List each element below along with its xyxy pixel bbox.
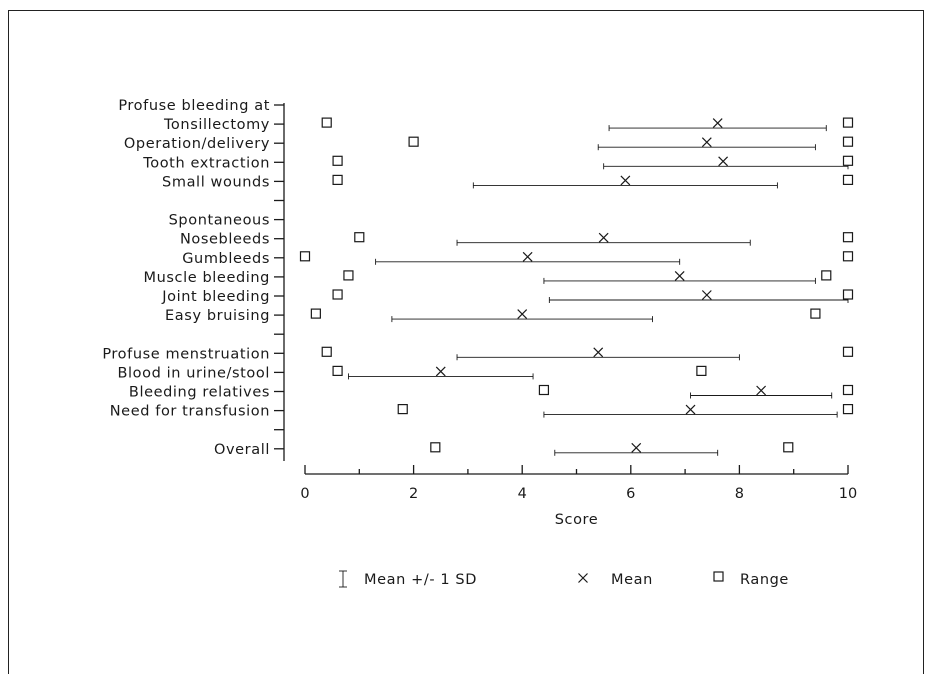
row-label: Nosebleeds [180,232,270,248]
row-marks [343,270,832,284]
x-tick-label: 8 [735,486,744,502]
range-max-marker [842,232,854,243]
range-min-marker [321,117,332,128]
mean-marker [685,404,696,415]
range-min-marker [299,251,311,262]
row-marks [299,251,854,265]
mean-marker [756,385,767,396]
range-max-marker [842,346,854,357]
range-min-marker [397,404,408,415]
row-label: Overall [214,442,270,458]
range-max-marker [842,117,854,128]
row-label: Muscle bleeding [144,270,271,286]
x-tick-labels: 0 2 4 6 8 10 [300,486,857,502]
range-min-marker [332,174,343,185]
row-label: Need for transfusion [110,404,270,420]
axes [274,103,849,475]
range-max-marker [821,270,832,281]
range-min-marker [430,442,441,453]
range-min-marker [310,308,321,319]
range-max-marker [842,155,854,166]
row-label: Bleeding relatives [129,385,270,401]
x-tick-label: 2 [409,486,418,502]
range-max-marker [810,308,821,319]
range-min-marker [332,365,343,376]
legend-label-mean: Mean [611,572,653,588]
row-marks [354,232,854,246]
row-label: Spontaneous [169,213,270,229]
range-min-marker [408,136,419,147]
mean-marker [522,251,533,262]
row-labels: Profuse bleeding at Tonsillectomy Operatio… [102,98,271,458]
figure-frame [8,10,924,674]
row-label: Easy bruising [165,308,270,324]
row-marks [408,136,854,151]
x-tick-label: 6 [626,486,635,502]
legend-range-symbol [713,571,724,582]
row-marks [332,365,707,380]
range-max-marker [842,136,854,147]
mean-marker [718,156,729,167]
mean-marker [674,270,685,281]
x-tick-label: 4 [518,486,527,502]
mean-marker [593,347,604,358]
mean-marker [631,442,642,453]
row-marks [321,117,854,132]
row-label: Joint bleeding [161,289,270,305]
range-max-marker [842,251,854,262]
row-label: Tonsillectomy [163,117,270,133]
mean-marker [435,366,446,377]
range-max-marker [842,384,854,396]
legend-mean-symbol [578,573,588,583]
range-max-marker [842,404,854,415]
row-marks [332,174,854,189]
x-axis-label: Score [555,512,599,528]
legend: Mean +/- 1 SD Mean Range [339,570,789,588]
row-marks [321,346,854,361]
mean-marker [712,118,723,129]
mean-marker [598,232,609,243]
row-marks [538,384,854,399]
range-min-marker [354,232,365,243]
x-tick-label: 0 [300,486,309,502]
row-label: Blood in urine/stool [117,365,270,381]
row-marks [397,404,854,418]
row-marks [310,308,821,323]
row-marks [332,155,854,170]
mean-marker [517,309,528,320]
legend-label-range: Range [740,572,789,588]
range-max-marker [696,365,707,376]
row-label: Operation/delivery [124,136,270,152]
row-marks [430,442,794,456]
range-max-marker [842,289,854,300]
row-label: Small wounds [162,174,270,190]
mean-marker [701,137,712,148]
mean-marker [620,175,631,186]
mean-marker [701,290,712,300]
row-label: Profuse bleeding at [118,98,270,114]
row-label: Gumbleeds [182,251,270,267]
row-label: Profuse menstruation [102,346,270,362]
range-min-marker [343,270,354,281]
range-max-marker [842,174,854,185]
x-tick-label: 10 [839,486,857,502]
range-max-marker [783,442,794,453]
range-min-marker [321,346,332,357]
legend-label-sd: Mean +/- 1 SD [364,572,477,588]
row-marks [332,289,854,303]
row-label: Tooth extraction [142,155,270,171]
range-min-marker [538,384,550,396]
range-min-marker [332,289,343,300]
range-min-marker [332,155,343,166]
chart-marks [299,117,854,456]
